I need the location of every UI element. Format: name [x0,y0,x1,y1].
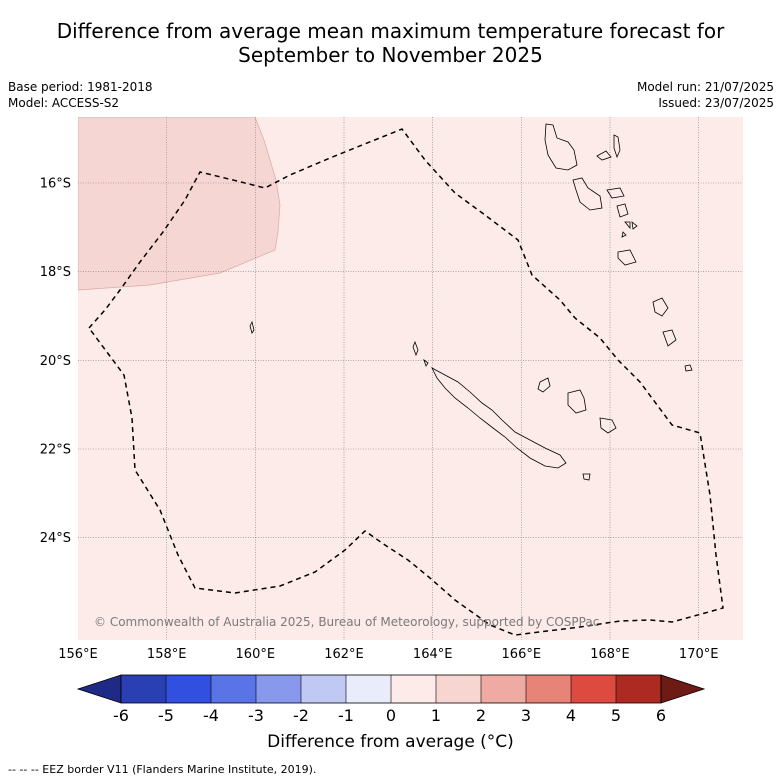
lon-tick: 160°E [236,647,276,662]
colorbar-tick: 4 [566,706,576,725]
colorbar-tick: 3 [521,706,531,725]
colorbar-bin [346,675,391,703]
anomaly-region [78,117,281,291]
colorbar-extend-low [76,674,122,704]
colorbar-tick: 0 [386,706,396,725]
colorbar-bin [301,675,346,703]
lat-axis: 16°S 18°S 20°S 22°S 24°S [40,177,71,547]
colorbar-tick: -5 [158,706,174,725]
model-run: Model run: 21/07/2025 [636,80,774,94]
colorbar-tick: 6 [656,706,666,725]
colorbar-bin [526,675,571,703]
colorbar-bin [436,675,481,703]
colorbar-tick: -2 [293,706,309,725]
footnote: -- -- -- EEZ border V11 (Flanders Marine… [8,763,317,776]
colorbar-tick: -3 [248,706,264,725]
colorbar-bin [616,675,661,703]
grid-lines [78,117,743,640]
coastlines [249,123,693,481]
meta-right: Model run: 21/07/2025 Issued: 23/07/2025 [637,79,774,111]
vanuatu-island [544,123,578,171]
colorbar: -6 -5 -4 -3 -2 -1 0 1 2 3 4 5 6 [76,674,706,725]
colorbar-bin [121,675,166,703]
colorbar-ticks: -6 -5 -4 -3 -2 -1 0 1 2 3 4 5 6 [113,706,666,725]
colorbar-tick: 1 [431,706,441,725]
colorbar-bin [211,675,256,703]
lon-axis: 156°E 158°E 160°E 162°E 164°E 166°E 168°… [58,647,718,662]
colorbar-tick: 2 [476,706,486,725]
title-line-2: September to November 2025 [238,43,543,67]
lon-tick: 162°E [324,647,364,662]
colorbar-tick: 5 [611,706,621,725]
lon-tick: 158°E [147,647,187,662]
colorbar-tick: -1 [338,706,354,725]
lat-tick: 16°S [40,177,71,192]
meta-left: Base period: 1981-2018 Model: ACCESS-S2 [8,79,153,111]
colorbar-extend-high [660,674,706,704]
issued-date: Issued: 23/07/2025 [658,96,774,110]
colorbar-bin [391,675,436,703]
new-caledonia-island [431,367,567,469]
base-period: Base period: 1981-2018 [8,80,153,94]
colorbar-tick: -6 [113,706,129,725]
lat-tick: 18°S [40,265,71,280]
lon-tick: 164°E [413,647,453,662]
colorbar-bin [256,675,301,703]
lat-tick: 24°S [40,531,71,546]
eez-border [88,128,724,636]
lon-tick: 170°E [679,647,719,662]
colorbar-bin [166,675,211,703]
title-line-1: Difference from average mean maximum tem… [56,19,725,43]
map-title: Difference from average mean maximum tem… [0,19,781,67]
copyright-notice: © Commonwealth of Australia 2025, Bureau… [94,615,599,629]
colorbar-title: Difference from average (°C) [267,732,514,752]
lat-tick: 20°S [40,354,71,369]
lon-tick: 166°E [502,647,542,662]
lat-tick: 22°S [40,443,71,458]
lon-tick: 156°E [58,647,98,662]
colorbar-bin [571,675,616,703]
lon-tick: 168°E [590,647,630,662]
colorbar-tick: -4 [203,706,219,725]
colorbar-bin [481,675,526,703]
model-name: Model: ACCESS-S2 [8,96,120,110]
